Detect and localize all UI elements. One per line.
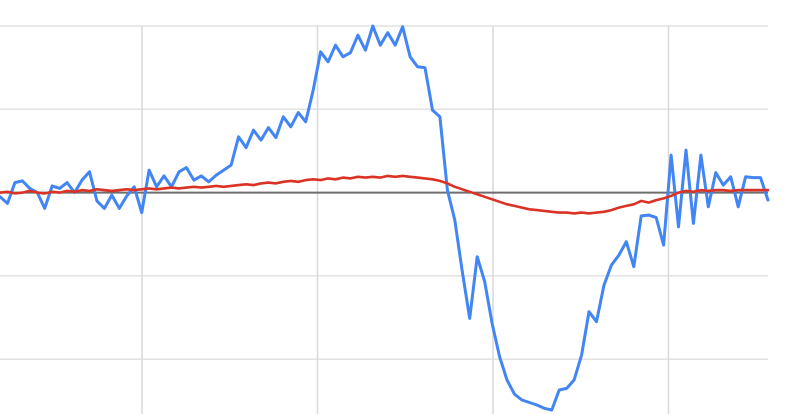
- blue-series-line: [0, 24, 770, 412]
- red-series-line: [0, 174, 770, 215]
